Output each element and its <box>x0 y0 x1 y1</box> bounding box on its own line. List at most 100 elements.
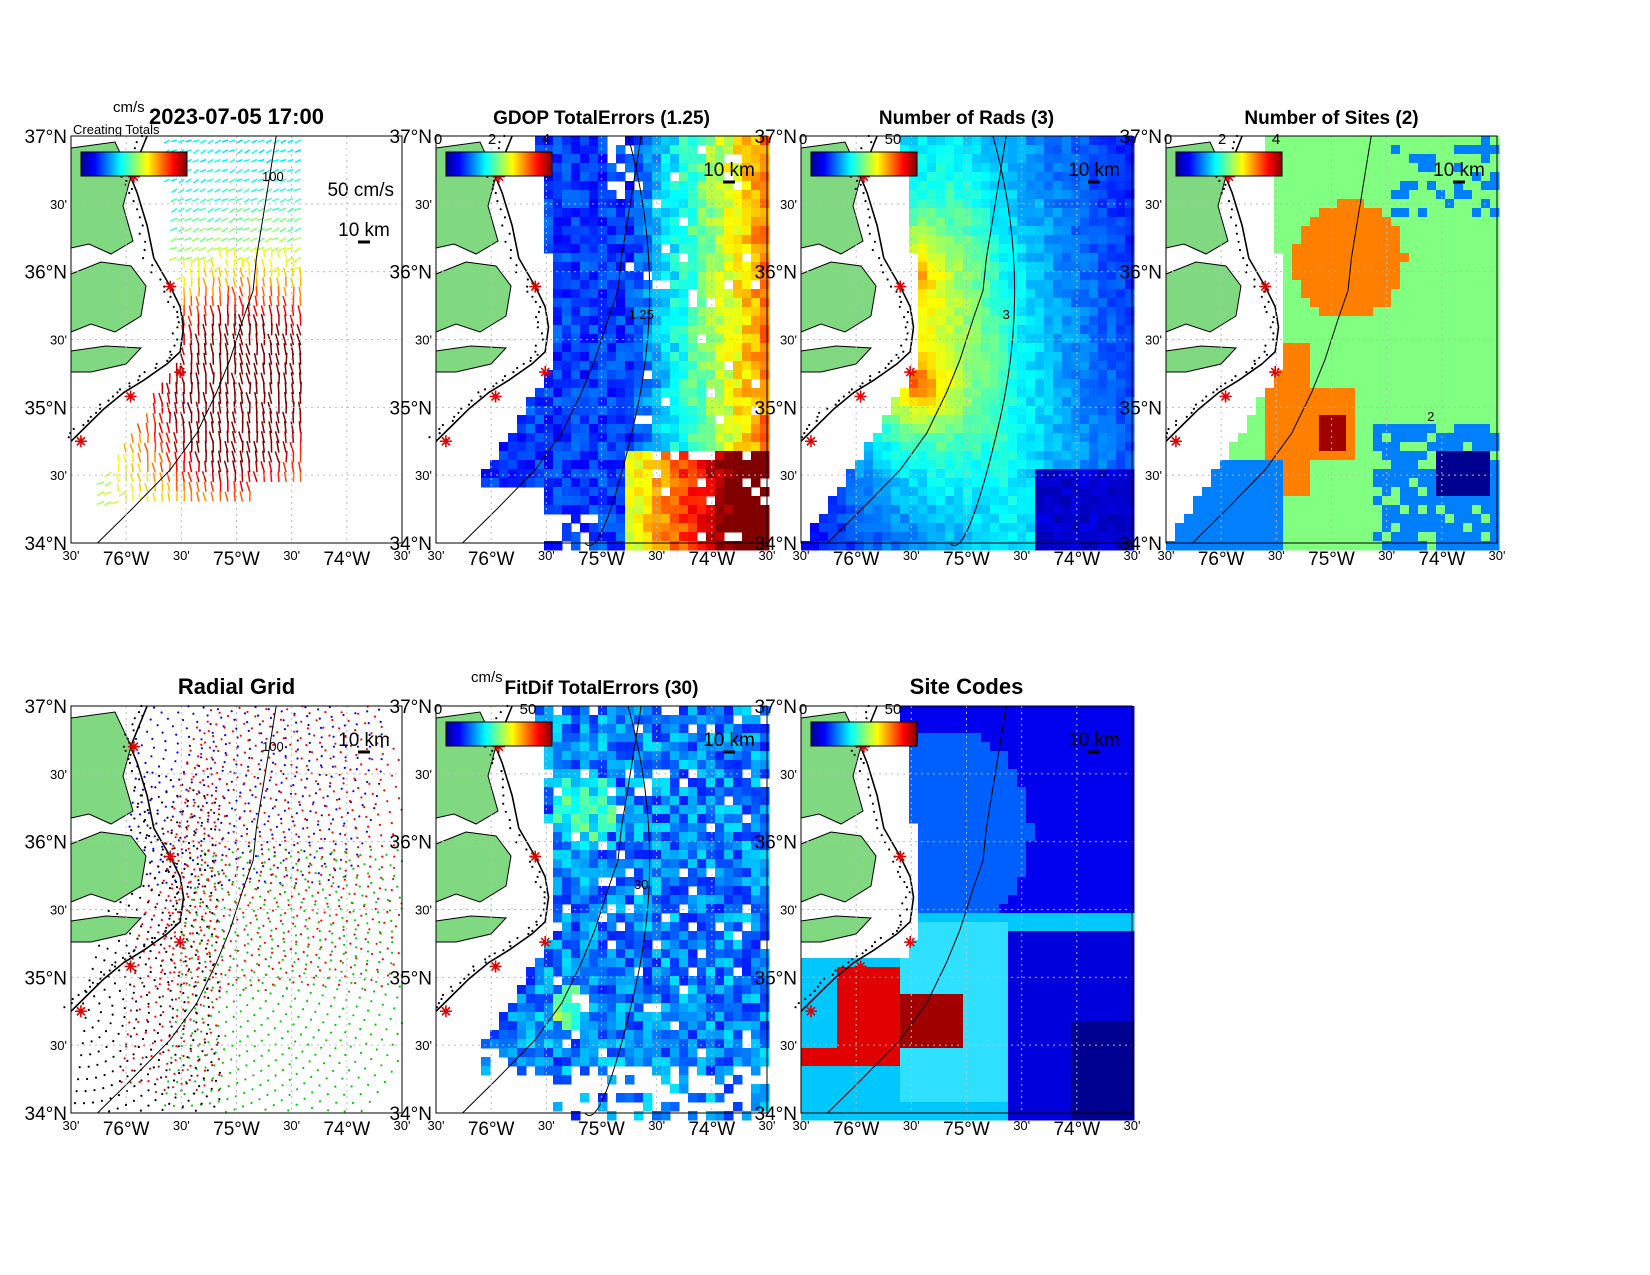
site-count-cell <box>1229 496 1239 506</box>
heat-cell <box>945 172 955 182</box>
heat-cell <box>742 181 752 191</box>
radial-grid-point <box>230 807 234 810</box>
current-vector <box>287 139 294 144</box>
heat-cell <box>1107 433 1117 443</box>
heat-cell <box>688 163 698 173</box>
heat-cell <box>1107 235 1117 245</box>
heat-cell <box>760 181 770 191</box>
heat-cell <box>679 226 689 236</box>
current-vector <box>258 168 265 174</box>
heat-cell <box>1080 136 1090 146</box>
heat-cell <box>697 541 707 551</box>
heat-cell <box>1107 514 1117 524</box>
current-vector <box>211 333 215 346</box>
site-count-cell <box>1490 289 1500 299</box>
heat-cell <box>990 496 1000 506</box>
heat-cell <box>742 541 752 551</box>
site-count-cell <box>1292 469 1302 479</box>
heat-cell <box>1089 370 1099 380</box>
heat-cell <box>918 154 928 164</box>
heat-cell <box>1098 352 1108 362</box>
heat-cell <box>580 298 590 308</box>
heat-cell <box>945 298 955 308</box>
heat-cell <box>634 289 644 299</box>
heat-cell <box>1098 154 1108 164</box>
heat-cell <box>981 397 991 407</box>
site-count-cell <box>1427 424 1437 434</box>
site-count-cell <box>1310 541 1320 551</box>
site-count-cell <box>1391 496 1401 506</box>
heat-cell <box>679 307 689 317</box>
heat-cell <box>963 469 973 479</box>
heat-cell <box>580 406 590 416</box>
site-count-cell <box>1418 208 1428 218</box>
heat-cell <box>616 397 626 407</box>
radial-grid-point <box>260 732 263 735</box>
lat-tick-label: 30' <box>50 333 67 348</box>
current-vector <box>173 441 178 453</box>
heat-cell <box>963 172 973 182</box>
radial-grid-point <box>212 749 215 752</box>
heat-cell <box>652 334 662 344</box>
coast-dot <box>881 271 885 274</box>
heat-cell <box>562 190 572 200</box>
heat-cell <box>972 316 982 326</box>
radial-grid-point <box>146 730 149 733</box>
current-vector <box>138 433 142 443</box>
heat-cell <box>1053 469 1063 479</box>
heat-cell <box>891 415 901 425</box>
site-count-cell <box>1364 154 1374 164</box>
heat-cell <box>643 460 653 470</box>
coast-dot <box>89 415 92 418</box>
heat-cell <box>661 532 671 542</box>
lat-tick-label: 30' <box>1145 333 1162 348</box>
site-count-cell <box>1319 343 1329 353</box>
current-vector <box>269 277 273 287</box>
site-marker <box>904 366 917 379</box>
heat-cell <box>733 235 743 245</box>
site-count-cell <box>1346 181 1356 191</box>
site-count-cell <box>1454 172 1464 182</box>
site-count-cell <box>1328 433 1338 443</box>
site-count-cell <box>1364 406 1374 416</box>
site-count-cell <box>1463 478 1473 488</box>
site-count-cell <box>1292 316 1302 326</box>
current-vector <box>254 295 258 307</box>
current-vector <box>123 443 127 453</box>
heat-cell <box>733 541 743 551</box>
heat-cell <box>562 163 572 173</box>
colorbar <box>1175 151 1283 177</box>
site-count-cell <box>1337 505 1347 515</box>
heat-cell <box>688 415 698 425</box>
heat-cell <box>760 163 770 173</box>
site-count-cell <box>1364 262 1374 272</box>
heat-cell <box>1035 208 1045 218</box>
heat-cell <box>751 262 761 272</box>
current-vector <box>170 237 178 243</box>
heat-cell <box>544 208 554 218</box>
site-count-cell <box>1445 379 1455 389</box>
site-count-cell <box>1373 352 1383 362</box>
heat-cell <box>1080 172 1090 182</box>
current-vector <box>169 256 178 261</box>
radial-grid-point <box>171 725 174 728</box>
heat-cell <box>733 505 743 515</box>
site-count-cell <box>1310 262 1320 272</box>
heat-cell <box>936 181 946 191</box>
site-count-cell <box>1274 145 1284 155</box>
site-marker <box>489 390 502 403</box>
heat-cell <box>598 217 608 227</box>
site-count-cell <box>1319 397 1329 407</box>
heat-cell <box>990 478 1000 488</box>
heat-cell <box>972 541 982 551</box>
heat-cell <box>927 343 937 353</box>
current-vector <box>214 139 221 145</box>
site-count-cell <box>1364 478 1374 488</box>
heat-cell <box>751 523 761 533</box>
heat-cell <box>945 424 955 434</box>
heat-cell <box>625 316 635 326</box>
current-vector <box>136 423 142 434</box>
heat-cell <box>981 235 991 245</box>
site-count-cell <box>1238 478 1248 488</box>
site-count-cell <box>1310 514 1320 524</box>
